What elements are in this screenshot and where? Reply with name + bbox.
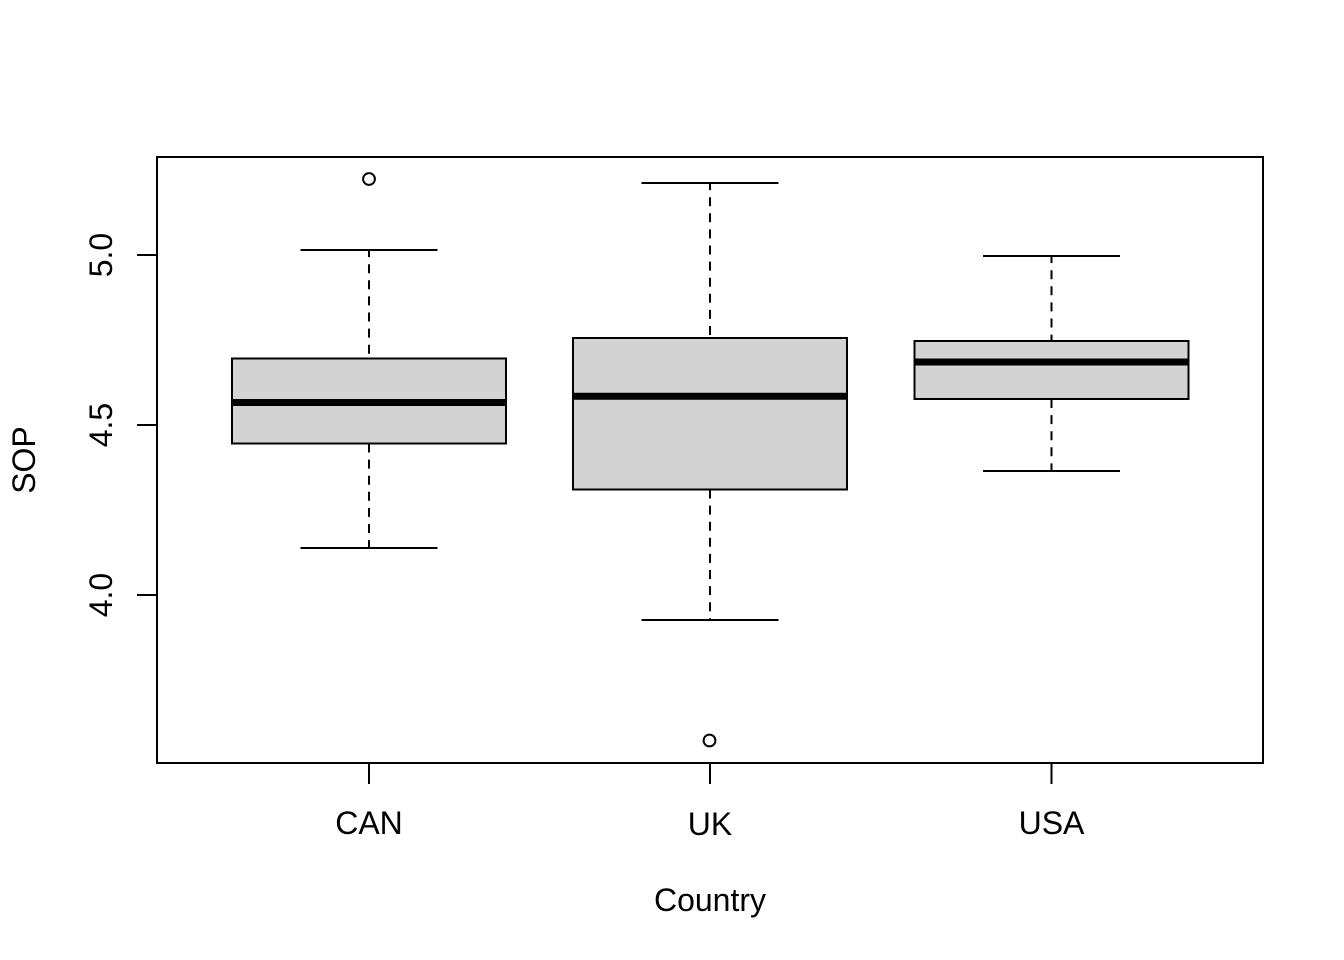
svg-text:CAN: CAN (335, 805, 403, 841)
svg-text:4.5: 4.5 (83, 403, 119, 447)
svg-text:5.0: 5.0 (83, 233, 119, 277)
svg-text:4.0: 4.0 (83, 573, 119, 617)
svg-text:USA: USA (1019, 805, 1085, 841)
svg-text:Country: Country (654, 882, 766, 918)
svg-text:UK: UK (688, 806, 732, 842)
svg-text:SOP: SOP (6, 426, 42, 494)
